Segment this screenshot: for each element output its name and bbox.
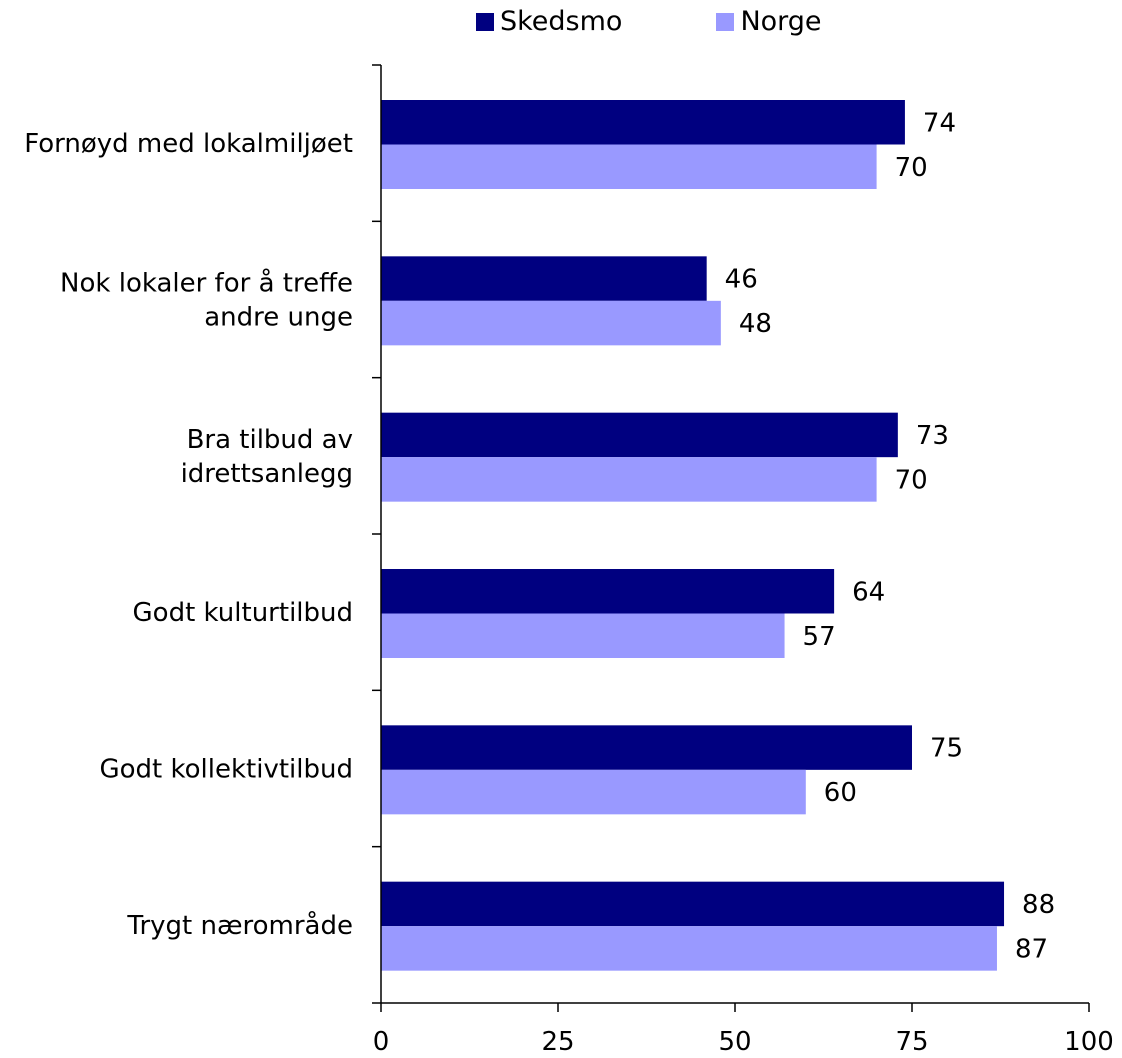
category-label-6: Trygt nærområde bbox=[126, 910, 353, 941]
bar-2-2 bbox=[381, 300, 721, 346]
bar-2-5 bbox=[381, 769, 806, 815]
bar-2-6 bbox=[381, 926, 997, 971]
bar-2-1 bbox=[381, 144, 877, 189]
legend-item-series-1: Skedsmo bbox=[476, 6, 622, 37]
category-label-4: Godt kulturtilbud bbox=[133, 598, 353, 628]
bar-1-6 bbox=[381, 881, 1005, 927]
data-label-2-1: 70 bbox=[895, 153, 928, 183]
data-label-1-1: 74 bbox=[923, 108, 956, 138]
x-tick-label-1: 25 bbox=[541, 1027, 574, 1057]
bar-1-1 bbox=[381, 100, 905, 145]
x-tick-label-3: 75 bbox=[895, 1027, 928, 1057]
x-tick-label-0: 0 bbox=[373, 1027, 390, 1057]
bar-1-4 bbox=[381, 569, 835, 614]
legend: Skedsmo Norge bbox=[476, 6, 822, 37]
axes-layer bbox=[372, 64, 1090, 1012]
category-label-5: Godt kollektivtilbud bbox=[100, 755, 354, 785]
data-label-2-6: 87 bbox=[1015, 934, 1048, 964]
legend-swatch-series-2 bbox=[716, 12, 735, 31]
data-label-2-2: 48 bbox=[739, 309, 772, 339]
category-label-1: Fornøyd med lokalmiljøet bbox=[24, 129, 353, 159]
category-label-2: Nok lokaler for å treffe andre unge bbox=[60, 268, 353, 333]
data-label-2-5: 60 bbox=[824, 778, 857, 808]
bar-2-4 bbox=[381, 613, 785, 658]
bar-1-2 bbox=[381, 256, 707, 301]
data-label-2-3: 70 bbox=[895, 465, 928, 495]
bar-1-3 bbox=[381, 412, 898, 458]
category-label-3: Bra tilbud av idrettsanlegg bbox=[181, 425, 353, 489]
bar-2-3 bbox=[381, 457, 877, 502]
bars-layer bbox=[381, 100, 1005, 971]
data-label-1-5: 75 bbox=[930, 734, 963, 764]
data-label-1-3: 73 bbox=[916, 421, 949, 451]
data-label-1-4: 64 bbox=[852, 577, 885, 607]
legend-swatch-series-1 bbox=[476, 12, 494, 31]
bar-1-5 bbox=[381, 725, 912, 770]
data-label-1-2: 46 bbox=[725, 265, 758, 295]
legend-item-series-2: Norge bbox=[716, 6, 822, 37]
labels-layer: 74 70 Fornøyd med lokalmiljøet 46 48 Nok loka… bbox=[24, 108, 1114, 1057]
x-tick-label-2: 50 bbox=[718, 1027, 751, 1057]
data-label-1-6: 88 bbox=[1022, 890, 1055, 920]
x-tick-label-4: 100 bbox=[1064, 1027, 1114, 1057]
data-label-2-4: 57 bbox=[803, 622, 836, 652]
legend-label-series-1: Skedsmo bbox=[500, 6, 623, 37]
legend-label-series-2: Norge bbox=[740, 6, 822, 37]
